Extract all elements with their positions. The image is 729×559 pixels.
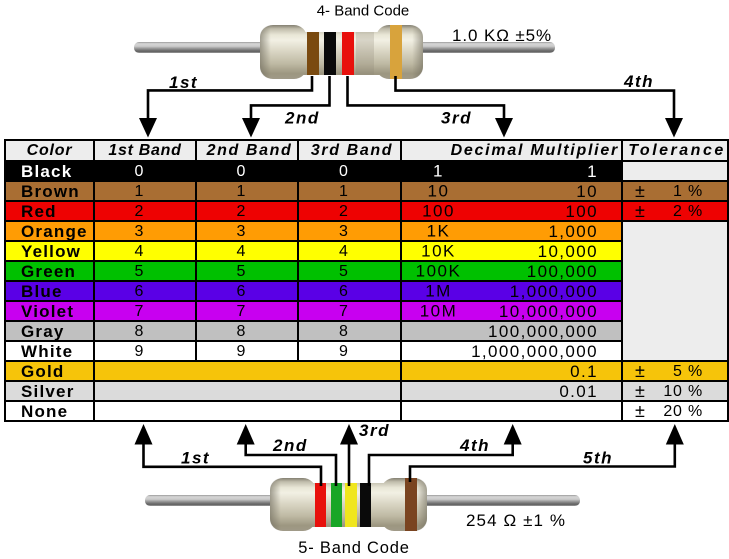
svg-text:4- Band Code: 4- Band Code: [317, 3, 410, 20]
svg-text:3rd: 3rd: [441, 109, 472, 128]
svg-text:1st: 1st: [169, 73, 198, 92]
svg-text:5th: 5th: [583, 449, 613, 468]
svg-text:1st: 1st: [181, 449, 210, 468]
svg-text:3rd: 3rd: [359, 421, 390, 440]
svg-text:5- Band Code: 5- Band Code: [298, 539, 409, 557]
svg-text:2nd: 2nd: [272, 436, 308, 455]
svg-text:4th: 4th: [459, 436, 490, 455]
svg-text:1.0 KΩ ±5%: 1.0 KΩ ±5%: [452, 26, 552, 45]
svg-text:4th: 4th: [623, 72, 654, 91]
svg-text:2nd: 2nd: [284, 109, 320, 128]
svg-text:254 Ω ±1 %: 254 Ω ±1 %: [466, 511, 566, 530]
